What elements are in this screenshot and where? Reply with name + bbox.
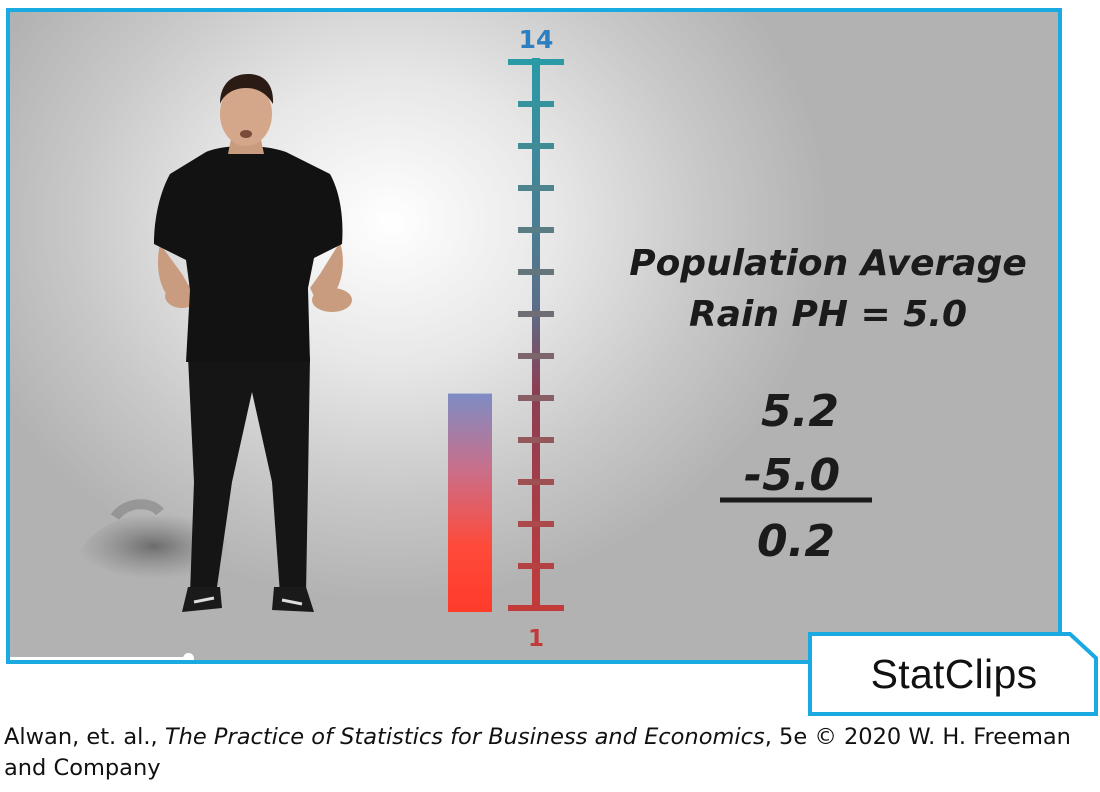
caption-book-title: The Practice of Statistics for Business … bbox=[164, 724, 765, 750]
scale-tick bbox=[508, 59, 564, 65]
video-frame: 14 1 Population Average Rain PH = 5.0 5.… bbox=[6, 8, 1062, 664]
scale-tick bbox=[518, 521, 554, 527]
video-progress-handle[interactable] bbox=[183, 653, 195, 660]
heading-line2: Rain PH = 5.0 bbox=[689, 294, 967, 335]
scale-top-label: 14 bbox=[519, 25, 554, 54]
scale-tick bbox=[518, 353, 554, 359]
caption-authors: Alwan, et. al., bbox=[4, 724, 165, 750]
statclips-badge: StatClips bbox=[808, 632, 1100, 716]
scale-tick bbox=[518, 437, 554, 443]
scale-tick bbox=[518, 101, 554, 107]
calc-subtract: -5.0 bbox=[744, 450, 840, 501]
badge-outline bbox=[808, 632, 1098, 716]
scale-tick bbox=[518, 395, 554, 401]
calc-result: 0.2 bbox=[757, 516, 835, 567]
caption-edition: , 5e © 2020 W. H. Freeman and Company bbox=[4, 724, 1071, 781]
video-scene: 14 1 Population Average Rain PH = 5.0 5.… bbox=[76, 25, 1027, 652]
heading-line1: Population Average bbox=[629, 243, 1027, 284]
level-indicator-bar bbox=[448, 393, 492, 612]
presenter-icon bbox=[154, 74, 352, 612]
figure-caption: Alwan, et. al., The Practice of Statisti… bbox=[4, 722, 1094, 784]
scale-bottom-label: 1 bbox=[528, 626, 544, 652]
video-progress-bar[interactable] bbox=[10, 657, 189, 660]
calc-value: 5.2 bbox=[761, 386, 839, 437]
badge-label: StatClips bbox=[870, 650, 1038, 697]
scale-tick bbox=[518, 227, 554, 233]
scale-tick bbox=[518, 311, 554, 317]
scale-tick bbox=[518, 185, 554, 191]
scale-tick bbox=[518, 479, 554, 485]
scale-tick bbox=[508, 605, 564, 611]
scale-tick bbox=[518, 143, 554, 149]
ph-scale-thermometer-icon: 14 1 bbox=[508, 25, 564, 652]
scale-tick bbox=[518, 269, 554, 275]
scale-tick bbox=[518, 563, 554, 569]
scale-axis bbox=[532, 58, 540, 608]
